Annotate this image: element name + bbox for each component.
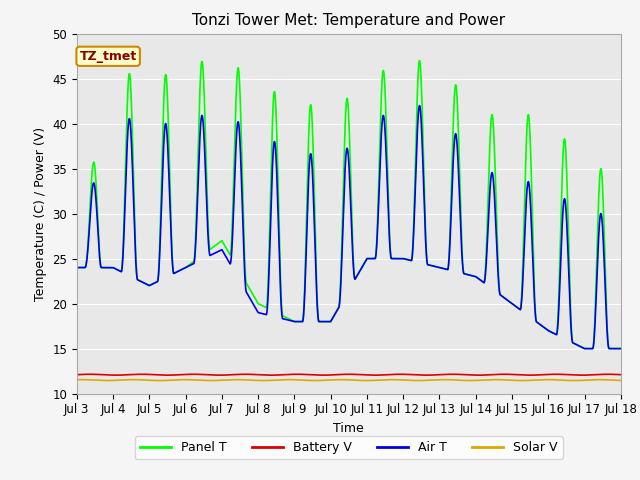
Panel T	[305, 124, 313, 130]
Title: Tonzi Tower Met: Temperature and Power: Tonzi Tower Met: Temperature and Power	[192, 13, 506, 28]
Solar V	[305, 378, 313, 384]
Line: Air T: Air T	[77, 106, 621, 348]
Panel T	[415, 58, 423, 63]
Air T	[617, 346, 625, 351]
Solar V	[337, 377, 344, 383]
Line: Panel T: Panel T	[77, 60, 621, 348]
Legend: Panel T, Battery V, Air T, Solar V: Panel T, Battery V, Air T, Solar V	[135, 436, 563, 459]
Air T	[581, 346, 589, 351]
Air T	[135, 277, 143, 283]
Panel T	[282, 314, 289, 320]
Panel T	[617, 346, 625, 351]
Panel T	[581, 346, 589, 351]
Solar V	[282, 377, 289, 383]
Battery V	[135, 372, 143, 377]
Battery V	[305, 372, 313, 378]
Battery V	[168, 372, 175, 378]
Air T	[73, 264, 81, 270]
Panel T	[135, 277, 143, 283]
Panel T	[167, 223, 175, 228]
Panel T	[548, 329, 556, 335]
Air T	[548, 329, 556, 335]
Y-axis label: Temperature (C) / Power (V): Temperature (C) / Power (V)	[34, 127, 47, 300]
Solar V	[167, 377, 175, 383]
Solar V	[207, 378, 215, 384]
Air T	[415, 103, 423, 108]
Line: Solar V: Solar V	[77, 380, 621, 381]
Solar V	[135, 377, 143, 383]
Solar V	[73, 377, 81, 383]
Solar V	[607, 377, 614, 383]
Panel T	[607, 346, 614, 351]
Battery V	[617, 372, 625, 378]
Battery V	[548, 372, 556, 377]
Air T	[167, 235, 175, 240]
Battery V	[73, 372, 81, 378]
Text: TZ_tmet: TZ_tmet	[79, 50, 137, 63]
Air T	[282, 316, 289, 322]
Air T	[305, 168, 313, 174]
Panel T	[73, 264, 81, 270]
Battery V	[282, 372, 290, 377]
Solar V	[617, 378, 625, 384]
Battery V	[138, 372, 145, 377]
Air T	[607, 346, 614, 351]
Battery V	[268, 372, 275, 378]
Solar V	[548, 377, 556, 383]
Battery V	[607, 372, 614, 377]
X-axis label: Time: Time	[333, 422, 364, 435]
Line: Battery V: Battery V	[77, 374, 621, 375]
